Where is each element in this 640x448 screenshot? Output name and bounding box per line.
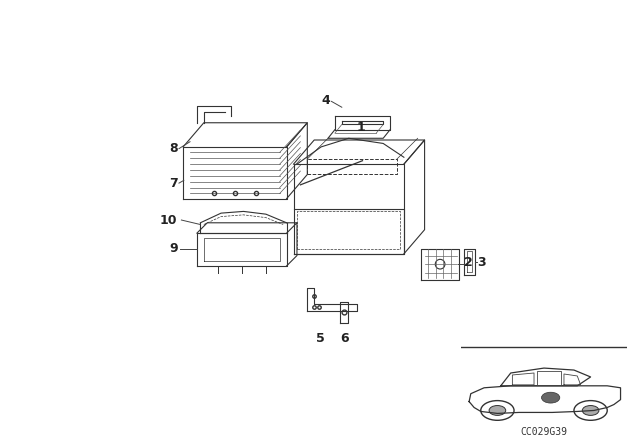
Circle shape [481, 401, 514, 420]
Text: 7: 7 [169, 177, 178, 190]
Text: 6: 6 [340, 332, 349, 345]
Text: 1: 1 [356, 121, 365, 134]
Circle shape [582, 405, 599, 415]
Circle shape [541, 392, 560, 403]
Text: 5: 5 [316, 332, 324, 345]
Text: 10: 10 [159, 214, 177, 227]
Text: 2: 2 [464, 256, 473, 269]
Circle shape [574, 401, 607, 420]
Circle shape [489, 405, 506, 415]
Text: 3: 3 [477, 256, 486, 269]
Text: 9: 9 [170, 242, 178, 255]
Text: CC029G39: CC029G39 [520, 427, 568, 437]
Text: 4: 4 [321, 94, 330, 107]
Text: 8: 8 [170, 142, 178, 155]
